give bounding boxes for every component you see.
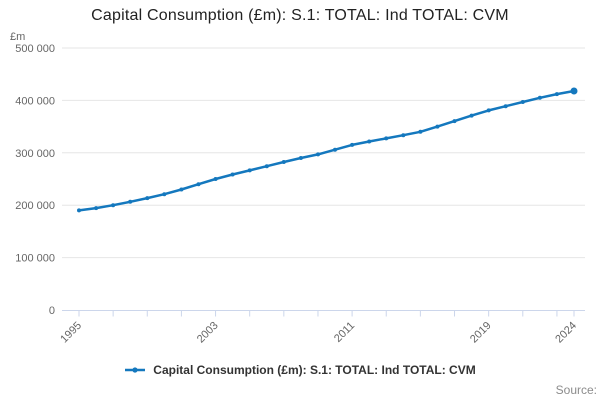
data-point[interactable] — [145, 196, 150, 201]
x-tick-label: 2003 — [195, 320, 221, 346]
y-tick-label: 100 000 — [15, 253, 55, 265]
chart-canvas[interactable]: 500 000 400 000 300 000 200 000 100 000 01995… — [0, 0, 600, 358]
chart-title: Capital Consumption (£m): S.1: TOTAL: In… — [91, 7, 509, 24]
data-point[interactable] — [128, 199, 133, 204]
data-point[interactable] — [520, 100, 525, 104]
y-tick-label: 0 — [49, 305, 55, 317]
legend-label: Capital Consumption (£m): S.1: TOTAL: In… — [153, 363, 476, 377]
data-point[interactable] — [316, 152, 320, 157]
data-point[interactable] — [503, 104, 508, 109]
data-point[interactable] — [94, 206, 99, 211]
source-label: Source: — [555, 383, 597, 397]
data-point[interactable] — [264, 164, 269, 169]
data-point[interactable] — [469, 113, 474, 118]
data-point[interactable] — [401, 133, 406, 138]
series-line[interactable] — [77, 89, 576, 212]
y-tick-label: 500 000 — [15, 43, 55, 55]
data-point[interactable] — [162, 192, 167, 197]
data-point[interactable] — [281, 160, 286, 164]
legend-dot — [132, 367, 138, 373]
data-point[interactable] — [384, 136, 389, 141]
data-point[interactable] — [452, 119, 457, 124]
x-tick-label: 1995 — [58, 320, 84, 346]
data-point[interactable] — [570, 87, 578, 95]
x-tick-label: 2019 — [468, 320, 494, 346]
data-point[interactable] — [537, 95, 542, 100]
data-point[interactable] — [230, 172, 235, 177]
data-point[interactable] — [435, 124, 440, 129]
data-point[interactable] — [77, 208, 81, 213]
data-point[interactable] — [350, 142, 355, 147]
y-tick-label: 400 000 — [15, 95, 55, 107]
data-point[interactable] — [554, 92, 559, 97]
data-point[interactable] — [213, 177, 218, 181]
data-point[interactable] — [486, 108, 491, 113]
x-tick-label: 2024 — [553, 320, 579, 346]
data-point[interactable] — [247, 168, 252, 173]
data-point[interactable] — [179, 187, 184, 192]
data-point[interactable] — [418, 129, 423, 134]
y-tick-label: 300 000 — [15, 148, 55, 160]
y-tick-label: 200 000 — [15, 200, 55, 212]
legend-item[interactable]: Capital Consumption (£m): S.1: TOTAL: In… — [0, 363, 600, 377]
x-tick-label: 2011 — [332, 320, 357, 345]
y-axis-unit-label: £m — [10, 31, 26, 43]
data-point[interactable] — [367, 139, 372, 144]
data-point[interactable] — [298, 156, 303, 160]
data-point[interactable] — [196, 182, 201, 187]
line-with-dot-icon — [125, 367, 146, 373]
data-point[interactable] — [333, 147, 337, 152]
data-point[interactable] — [111, 203, 116, 208]
